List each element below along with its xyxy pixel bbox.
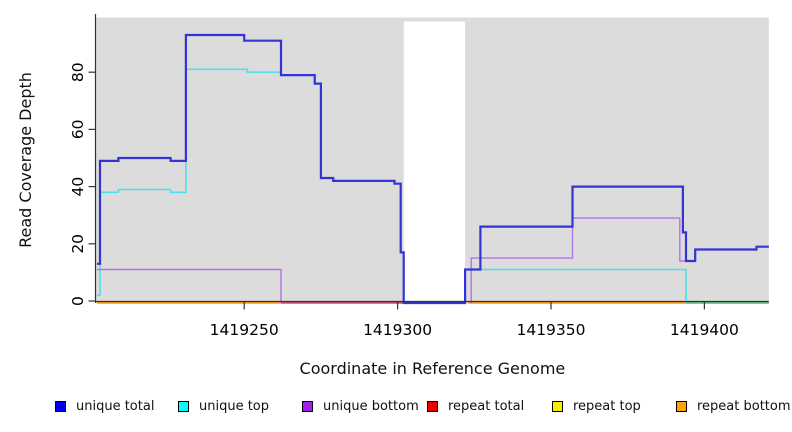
masked-region	[403, 21, 466, 303]
x-tick-label: 1419350	[516, 321, 585, 339]
y-tick-label: 80	[69, 62, 87, 82]
legend-item-repeat-top: repeat top	[552, 399, 641, 414]
y-axis-title: Read Coverage Depth	[16, 72, 35, 248]
legend-label: unique bottom	[323, 399, 419, 414]
y-tick-label: 0	[69, 296, 87, 306]
coverage-chart-canvas: 1419250 1419300 1419350 1419400 0 20 40 60 80 Coo…	[16, 14, 769, 378]
legend-swatch-unique-top	[178, 401, 189, 412]
legend-label: repeat total	[448, 399, 525, 414]
series-segment	[96, 268, 282, 303]
series-segment	[96, 33, 769, 305]
legend-item-repeat-bottom: repeat bottom	[676, 399, 791, 414]
series-unique-total-line	[96, 33, 769, 305]
chart-legend: unique total unique top unique bottom repea…	[0, 399, 792, 419]
legend-item-unique-bottom: unique bottom	[302, 399, 419, 414]
x-tick-label: 1419250	[210, 321, 279, 339]
x-tick-label: 1419400	[670, 321, 739, 339]
legend-swatch-repeat-bottom	[676, 401, 687, 412]
legend-swatch-unique-bottom	[302, 401, 313, 412]
legend-swatch-repeat-total	[427, 401, 438, 412]
legend-swatch-repeat-top	[552, 401, 563, 412]
legend-item-unique-top: unique top	[178, 399, 269, 414]
legend-item-repeat-total: repeat total	[427, 399, 524, 414]
y-tick-label: 40	[69, 177, 87, 197]
x-tick-label: 1419300	[363, 321, 432, 339]
legend-label: repeat bottom	[697, 399, 791, 414]
y-tick-label: 20	[69, 234, 87, 254]
axes: 1419250 1419300 1419350 1419400 0 20 40 60 80	[69, 14, 769, 339]
legend-swatch-unique-total	[55, 401, 66, 412]
legend-item-unique-total: unique total	[55, 399, 154, 414]
x-axis-title: Coordinate in Reference Genome	[300, 359, 566, 378]
y-tick-label: 60	[69, 120, 87, 140]
legend-label: unique top	[199, 399, 270, 414]
legend-label: unique total	[76, 399, 155, 414]
legend-label: repeat top	[573, 399, 641, 414]
